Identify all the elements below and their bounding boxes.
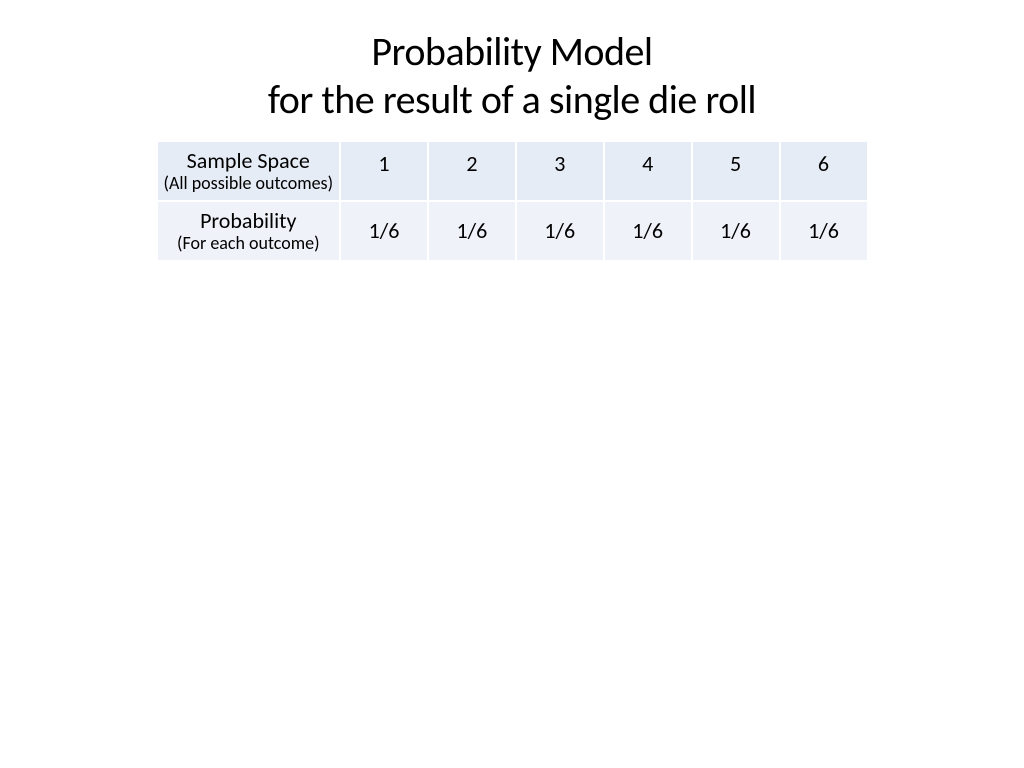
outcome-cell: 6 bbox=[781, 142, 867, 200]
title-line-2: for the result of a single die roll bbox=[0, 76, 1024, 124]
row-header-main: Probability bbox=[162, 208, 336, 233]
outcome-cell: 4 bbox=[605, 142, 691, 200]
probability-cell: 1/6 bbox=[429, 202, 515, 260]
row-header-sub: (For each outcome) bbox=[162, 233, 336, 254]
row-header-sub: (All possible outcomes) bbox=[162, 173, 336, 194]
title-line-1: Probability Model bbox=[0, 28, 1024, 76]
probability-cell: 1/6 bbox=[517, 202, 603, 260]
probability-cell: 1/6 bbox=[693, 202, 779, 260]
outcome-cell: 5 bbox=[693, 142, 779, 200]
outcome-cell: 1 bbox=[341, 142, 427, 200]
table-row: Probability (For each outcome) 1/6 1/6 1… bbox=[158, 202, 867, 260]
outcome-cell: 3 bbox=[517, 142, 603, 200]
outcome-cell: 2 bbox=[429, 142, 515, 200]
table-container: Sample Space (All possible outcomes) 1 2… bbox=[0, 140, 1024, 262]
table-row: Sample Space (All possible outcomes) 1 2… bbox=[158, 142, 867, 200]
row-header-main: Sample Space bbox=[162, 148, 336, 173]
probability-cell: 1/6 bbox=[605, 202, 691, 260]
probability-cell: 1/6 bbox=[341, 202, 427, 260]
row-header-probability: Probability (For each outcome) bbox=[158, 202, 340, 260]
probability-cell: 1/6 bbox=[781, 202, 867, 260]
row-header-sample-space: Sample Space (All possible outcomes) bbox=[158, 142, 340, 200]
slide-title: Probability Model for the result of a si… bbox=[0, 0, 1024, 140]
probability-table: Sample Space (All possible outcomes) 1 2… bbox=[156, 140, 869, 262]
